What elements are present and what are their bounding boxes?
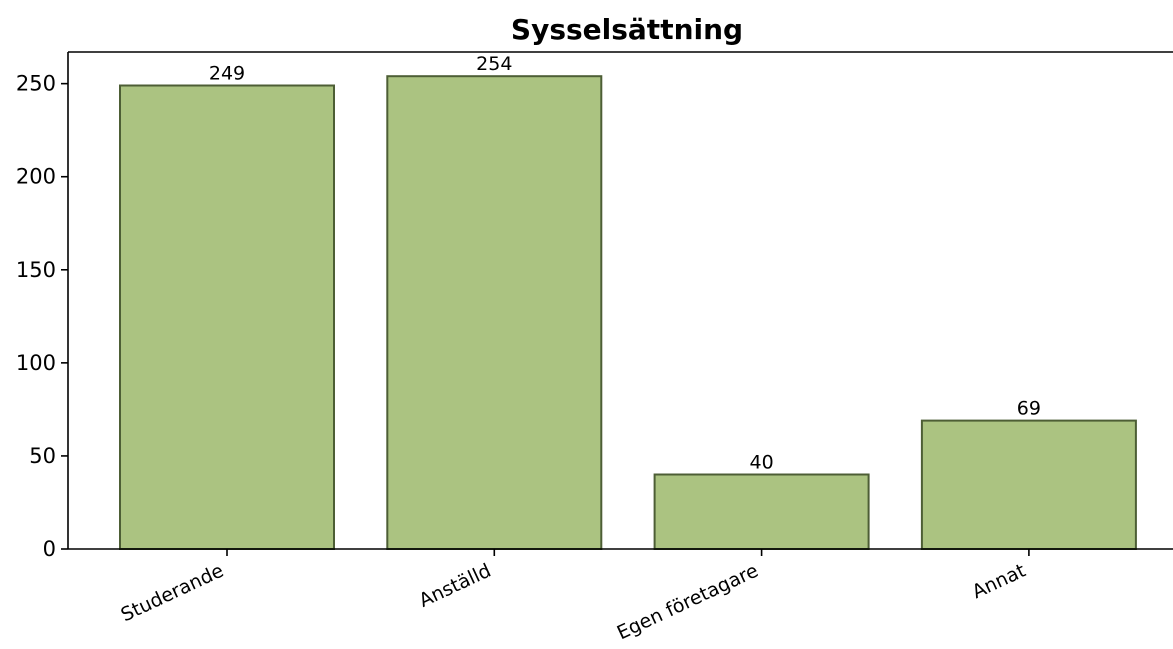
bar	[920, 419, 1137, 550]
x-ticks: Studerande Anställd Egen företagare Annat	[118, 549, 1030, 645]
y-tick-label: 150	[16, 258, 56, 282]
y-tick-label: 50	[29, 444, 56, 468]
bar	[386, 75, 603, 550]
data-label: 249	[209, 63, 245, 85]
bar	[653, 473, 870, 550]
x-tick-label: Egen företagare	[614, 560, 762, 645]
chart-title: Sysselsättning	[511, 13, 743, 46]
x-tick-label: Annat	[969, 560, 1029, 604]
x-tick-label: Studerande	[118, 560, 228, 627]
data-labels: 249 254 40 69	[209, 53, 1041, 473]
axes-layer	[67, 51, 1173, 550]
y-tick-label: 250	[16, 72, 56, 96]
y-ticks: 0 50 100 150 200 250	[16, 72, 68, 561]
data-label: 254	[476, 53, 512, 75]
bar	[119, 84, 335, 550]
bars-layer	[119, 75, 1137, 550]
data-label: 40	[750, 452, 774, 474]
y-tick-label: 100	[16, 351, 56, 375]
y-tick-label: 0	[43, 537, 56, 561]
data-label: 69	[1017, 398, 1041, 420]
y-tick-label: 200	[16, 165, 56, 189]
x-tick-label: Anställd	[416, 560, 495, 612]
